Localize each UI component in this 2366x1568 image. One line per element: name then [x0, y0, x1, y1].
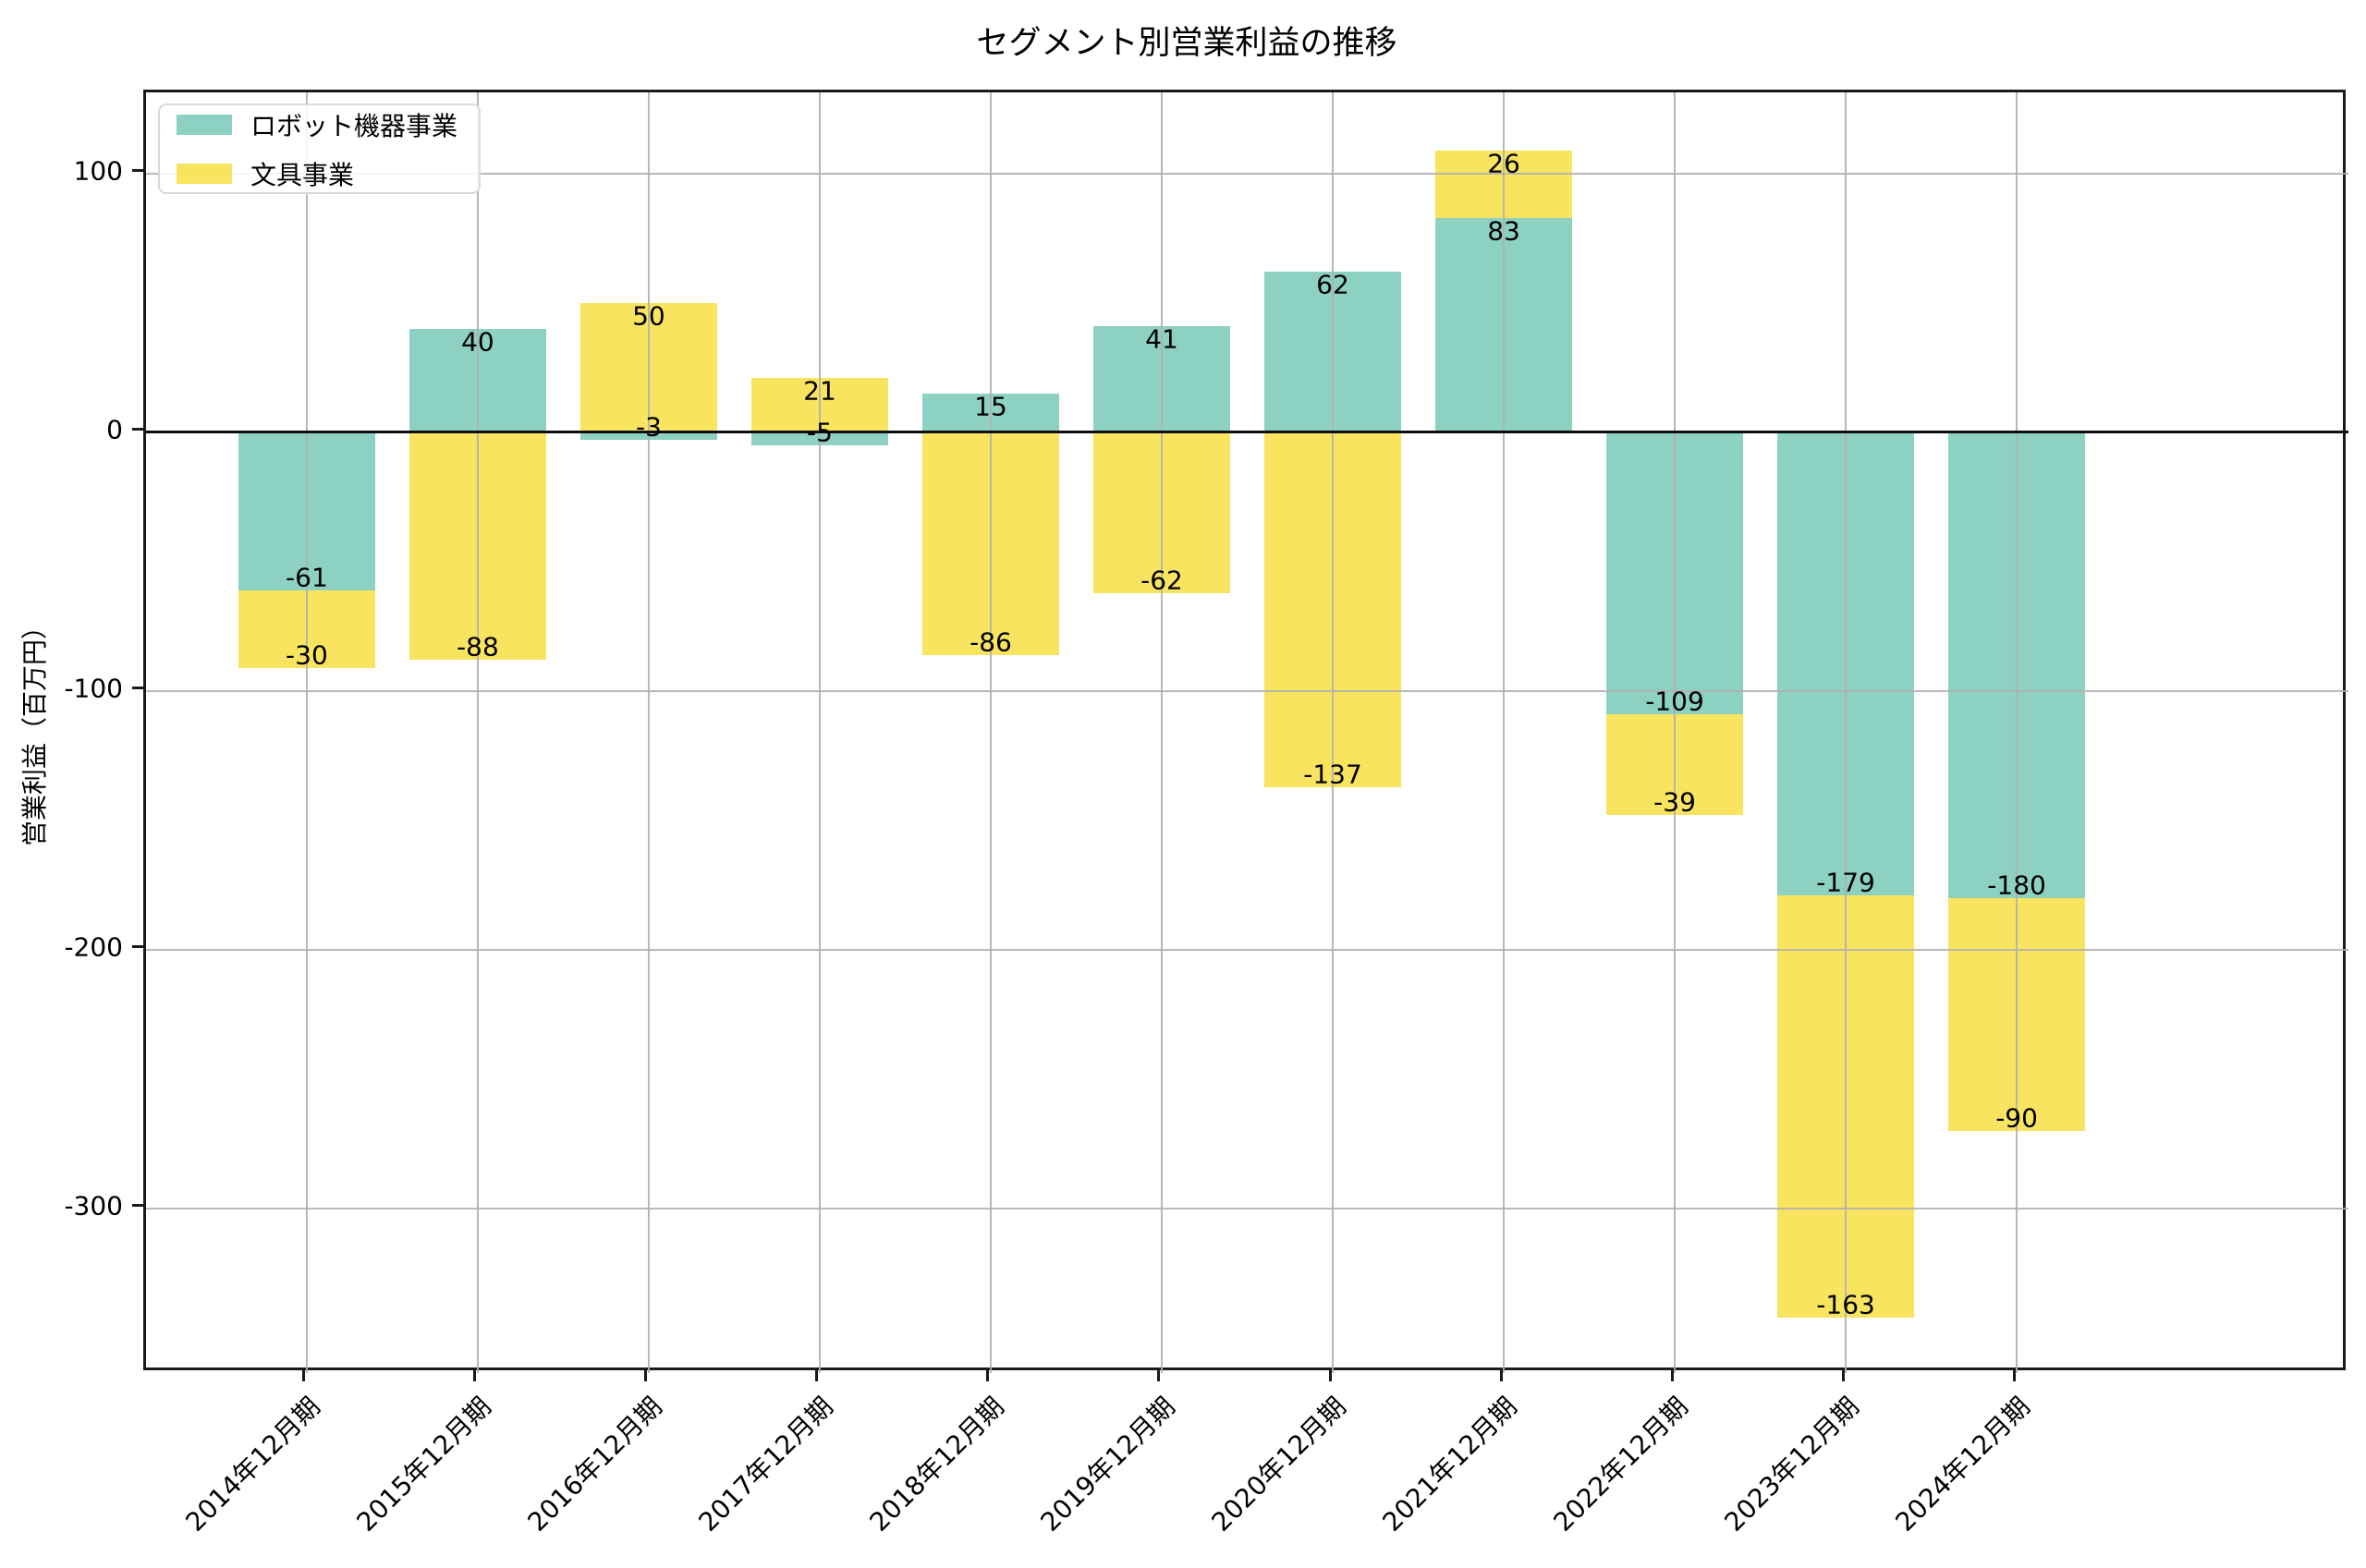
bar-value-label: 40 — [461, 326, 494, 358]
bar-value-label: -30 — [286, 639, 328, 671]
bar-value-label: -86 — [970, 626, 1012, 658]
x-tick-label: 2015年12月期 — [350, 1391, 497, 1538]
bar-value-label: 50 — [632, 300, 665, 332]
gridline-horizontal — [146, 948, 2348, 951]
zero-line — [146, 431, 2348, 434]
x-axis-tick — [1670, 1370, 1674, 1381]
y-tick-label: 0 — [106, 414, 123, 445]
gridline-vertical — [1845, 92, 1848, 1373]
gridline-horizontal — [146, 689, 2348, 692]
bar-value-label: 62 — [1316, 269, 1349, 300]
x-axis-tick — [1157, 1370, 1161, 1381]
y-tick-label: -200 — [64, 931, 123, 963]
bar-value-label: -137 — [1303, 759, 1362, 790]
gridline-vertical — [1674, 92, 1677, 1373]
x-axis-tick — [1841, 1370, 1845, 1381]
bar-value-label: 15 — [974, 391, 1007, 422]
gridline-vertical — [1503, 92, 1506, 1373]
gridline-vertical — [476, 92, 479, 1373]
bar-value-label: 26 — [1487, 148, 1520, 179]
x-tick-label: 2023年12月期 — [1718, 1391, 1865, 1538]
gridline-vertical — [818, 92, 821, 1373]
bar-value-label: 83 — [1487, 215, 1520, 247]
x-tick-label: 2021年12月期 — [1376, 1391, 1523, 1538]
x-axis-tick — [302, 1370, 306, 1381]
x-axis-tick — [644, 1370, 648, 1381]
gridline-vertical — [647, 92, 650, 1373]
chart-title: セグメント別営業利益の推移 — [976, 25, 1397, 62]
y-axis-tick — [132, 169, 143, 173]
legend-item-robot: ロボット機器事業 — [177, 106, 462, 143]
bar-value-label: -39 — [1653, 786, 1696, 818]
x-tick-label: 2020年12月期 — [1205, 1391, 1352, 1538]
legend-label-robot: ロボット機器事業 — [250, 110, 458, 141]
x-tick-label: 2022年12月期 — [1547, 1391, 1694, 1538]
y-axis-tick — [132, 428, 143, 432]
x-axis-tick — [2012, 1370, 2016, 1381]
grid-layer — [146, 92, 2348, 1373]
y-axis-tick — [132, 687, 143, 690]
legend-swatch-robot — [177, 114, 232, 135]
y-tick-label: -300 — [64, 1190, 123, 1222]
x-tick-label: 2024年12月期 — [1889, 1391, 2036, 1538]
bar-value-label: -180 — [1987, 869, 2046, 901]
bar-value-label: 21 — [803, 375, 836, 407]
gridline-vertical — [1332, 92, 1334, 1373]
y-tick-label: -100 — [64, 673, 123, 704]
bar-value-label: -88 — [457, 631, 499, 662]
x-axis-tick — [815, 1370, 819, 1381]
bar-value-label: 41 — [1145, 323, 1178, 355]
x-tick-label: 2014年12月期 — [179, 1391, 326, 1538]
x-axis-tick — [1499, 1370, 1503, 1381]
legend-swatch-stationery — [177, 163, 232, 184]
bar-value-label: -179 — [1816, 867, 1875, 898]
y-axis-label: 営業利益（百万円） — [19, 613, 50, 847]
gridline-vertical — [989, 92, 992, 1373]
gridline-vertical — [305, 92, 308, 1373]
x-axis-tick — [986, 1370, 990, 1381]
bar-value-label: -62 — [1140, 565, 1183, 596]
plot-area: -61 -30 40 -88 -3 50 -5 21 15 -86 41 -62 62 -137 83 26 -… — [143, 90, 2348, 1373]
gridline-horizontal — [146, 172, 2348, 175]
y-axis-tick — [132, 1204, 143, 1208]
legend-item-stationery: 文具事業 — [177, 155, 462, 192]
legend-label-stationery: 文具事業 — [250, 159, 355, 190]
y-tick-label: 100 — [73, 155, 123, 187]
x-tick-label: 2017年12月期 — [692, 1391, 839, 1538]
bar-value-label: -163 — [1816, 1289, 1875, 1320]
x-tick-label: 2016年12月期 — [521, 1391, 668, 1538]
value-labels-layer: -61 -30 40 -88 -3 50 -5 21 15 -86 41 -62 62 -137 83 26 -… — [146, 92, 2343, 1367]
bar-value-label: -5 — [806, 417, 833, 448]
gridline-horizontal — [146, 1207, 2348, 1209]
x-axis-tick — [473, 1370, 477, 1381]
gridline-vertical — [1160, 92, 1163, 1373]
bar-value-label: -109 — [1645, 686, 1704, 717]
legend: ロボット機器事業 文具事業 — [158, 103, 481, 194]
x-axis-tick — [1328, 1370, 1332, 1381]
y-axis-tick — [132, 945, 143, 949]
bar-value-label: -3 — [635, 411, 662, 443]
x-tick-label: 2018年12月期 — [863, 1391, 1010, 1538]
bar-value-label: -90 — [1995, 1102, 2038, 1134]
bar-value-label: -61 — [286, 562, 328, 593]
gridline-vertical — [2016, 92, 2018, 1373]
x-tick-label: 2019年12月期 — [1034, 1391, 1181, 1538]
